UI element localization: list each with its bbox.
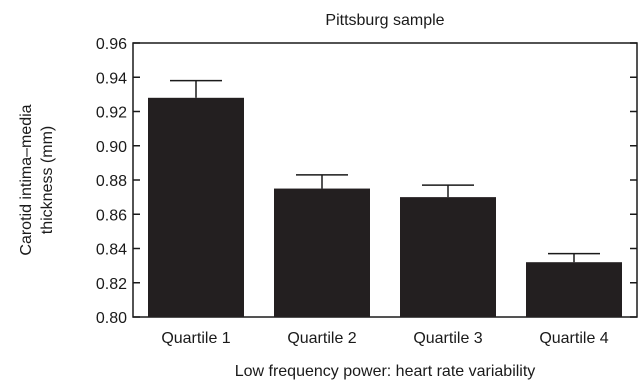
bar [274,188,370,317]
x-tick-label: Quartile 4 [539,330,608,347]
bar [526,262,622,317]
y-axis-label: Carotid intima–media thickness (mm) [18,104,56,255]
x-axis-label: Low frequency power: heart rate variabil… [235,363,536,380]
y-tick-label: 0.90 [96,139,127,156]
y-tick-label: 0.82 [96,276,127,293]
y-tick-label: 0.96 [96,36,127,53]
x-tick-label: Quartile 2 [287,330,356,347]
x-tick-label: Quartile 1 [161,330,230,347]
y-tick-label: 0.92 [96,105,127,122]
x-tick-label: Quartile 3 [413,330,482,347]
bar [148,97,244,317]
y-tick-label: 0.84 [96,242,127,259]
y-tick-label: 0.80 [96,310,127,327]
y-tick-label: 0.94 [96,70,127,87]
chart-title: Pittsburg sample [325,12,444,29]
y-axis-label-line-1: Carotid intima–media [18,104,35,255]
y-tick-label: 0.86 [96,207,127,224]
bar [400,197,496,317]
y-axis-label-line-2: thickness (mm) [39,126,56,234]
plot-area: 0.80 0.82 0.84 0.86 0.88 0.90 0.92 0.94 0.96 Quar… [96,36,638,347]
y-tick-label: 0.88 [96,173,127,190]
